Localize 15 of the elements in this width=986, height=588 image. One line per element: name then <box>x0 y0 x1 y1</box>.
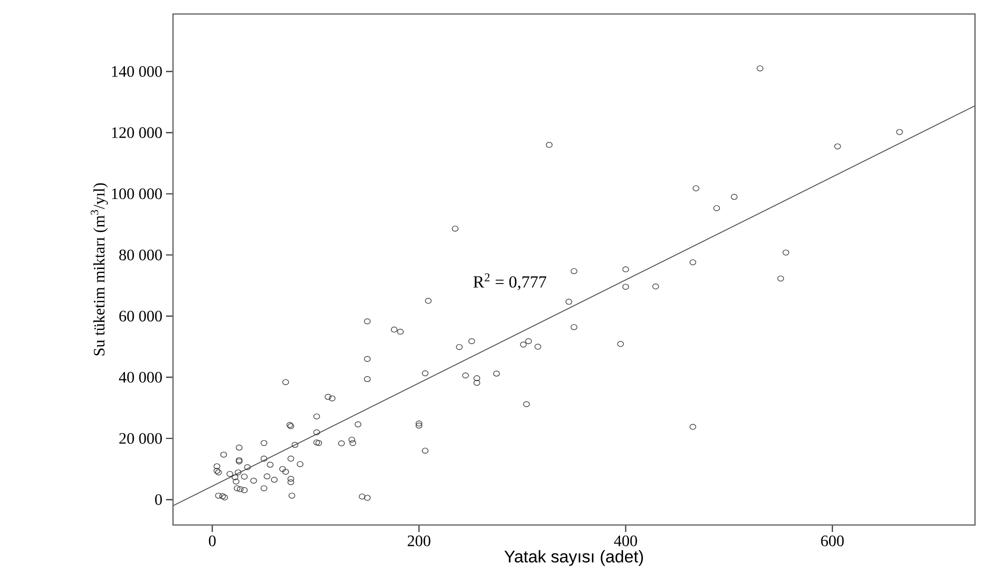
x-tick-label: 400 <box>614 536 638 546</box>
y-tick-label: 40 000 <box>118 372 162 383</box>
y-tick-label: 80 000 <box>119 250 162 260</box>
y-axis-title: Su tüketim miktarı (m$^{3}$/yıl) <box>90 183 108 356</box>
x-tick-label: 200 <box>408 536 430 546</box>
x-tick-label: 0 <box>208 536 216 546</box>
y-tick-label: 20 000 <box>119 433 162 444</box>
x-axis-title: Yatak sayısı (adet) <box>504 550 643 566</box>
y-tick-label: 60 000 <box>119 310 162 322</box>
annotation: R$^{2}$ = 0,777 <box>473 273 546 290</box>
y-tick-label: 140 000 <box>112 66 162 77</box>
y-tick-label: 0 <box>155 494 162 505</box>
y-tick-label: 120 000 <box>112 127 162 138</box>
y-tick-label: 100 000 <box>112 188 162 200</box>
x-tick-label: 600 <box>821 536 844 546</box>
